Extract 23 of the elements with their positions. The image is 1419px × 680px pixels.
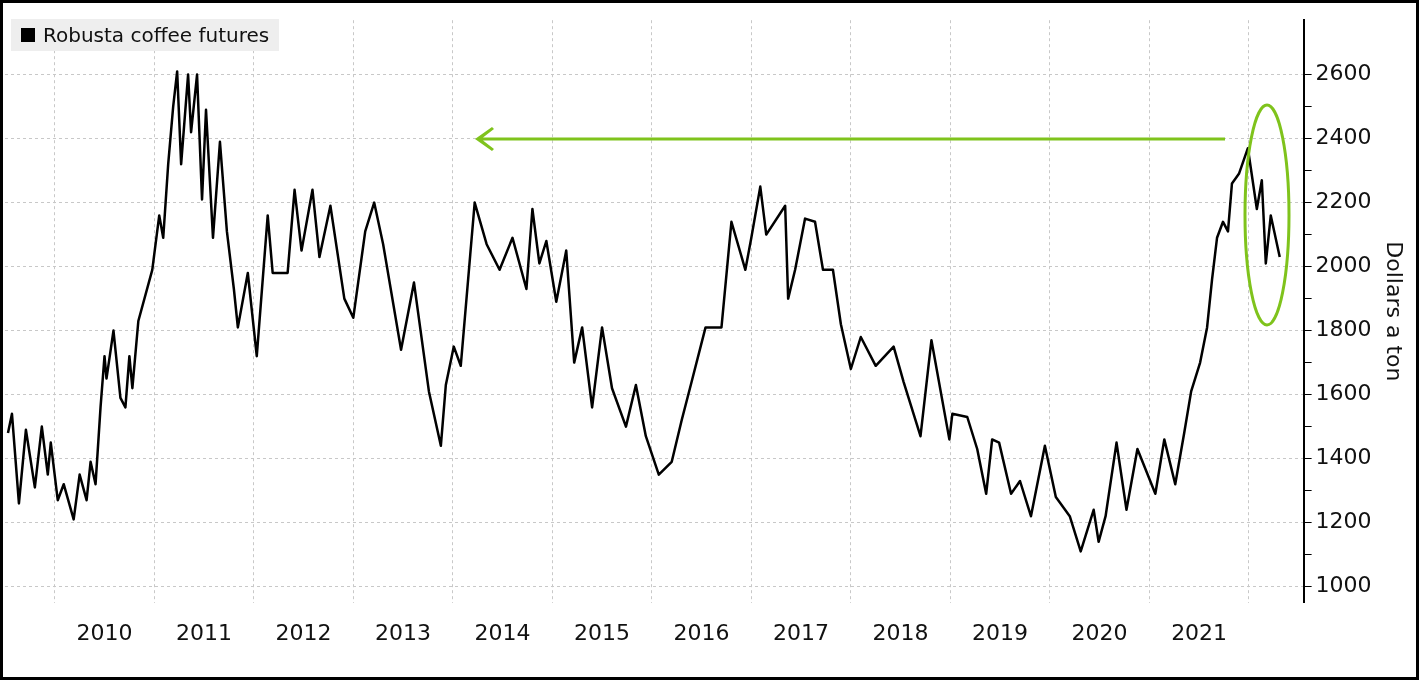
x-tick-label: 2011: [176, 619, 233, 645]
x-tick-label: 2012: [275, 619, 332, 645]
y-tick-label: 1200: [1315, 508, 1372, 534]
x-tick-label: 2015: [574, 619, 631, 645]
y-tick-label: 2200: [1315, 188, 1372, 214]
y-axis-title: Dollars a ton: [1382, 241, 1408, 382]
y-tick-label: 2000: [1315, 252, 1372, 278]
x-tick-label: 2014: [474, 619, 531, 645]
x-tick-label: 2019: [972, 619, 1029, 645]
y-tick-label: 1600: [1315, 380, 1372, 406]
x-tick-label: 2010: [76, 619, 133, 645]
x-tick-label: 2021: [1171, 619, 1228, 645]
y-tick-label: 2400: [1315, 124, 1372, 150]
x-tick-label: 2020: [1071, 619, 1128, 645]
x-tick-label: 2018: [872, 619, 929, 645]
y-tick-label: 2600: [1315, 60, 1372, 86]
legend-label: Robusta coffee futures: [43, 23, 270, 47]
y-tick-label: 1800: [1315, 316, 1372, 342]
x-tick-label: 2013: [375, 619, 432, 645]
x-tick-label: 2016: [673, 619, 730, 645]
x-tick-label: 2017: [773, 619, 830, 645]
y-tick-label: 1000: [1315, 572, 1372, 598]
y-tick-label: 1400: [1315, 444, 1372, 470]
